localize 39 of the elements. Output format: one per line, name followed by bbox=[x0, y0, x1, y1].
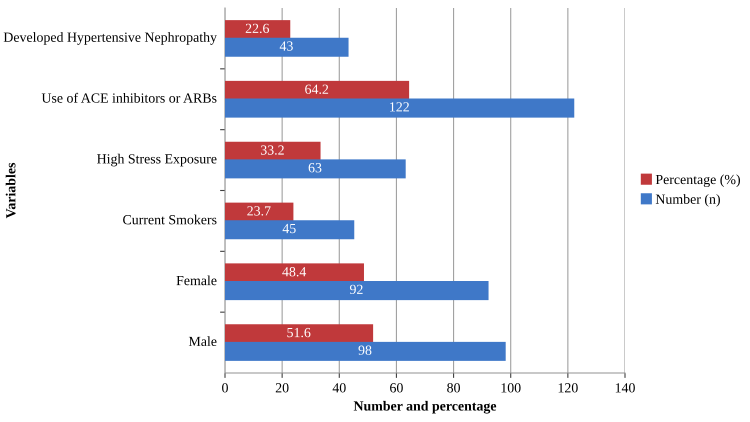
y-tick-label: Male bbox=[188, 336, 217, 346]
x-tick-label: 60 bbox=[390, 383, 403, 392]
bar bbox=[225, 142, 321, 161]
y-tick-label: Current Smokers bbox=[123, 214, 216, 224]
y-axis-title: Variables bbox=[6, 162, 16, 218]
y-tick-label: High Stress Exposure bbox=[97, 154, 217, 166]
x-axis-title: Number and percentage bbox=[354, 400, 496, 414]
y-tick-label: Developed Hypertensive Nephropathy bbox=[4, 32, 217, 45]
data-label: 45 bbox=[282, 224, 296, 234]
bar bbox=[225, 159, 406, 178]
data-label: 92 bbox=[350, 284, 363, 294]
bar bbox=[225, 342, 506, 361]
bar bbox=[225, 38, 349, 57]
x-tick-label: 140 bbox=[616, 383, 635, 392]
bar bbox=[225, 80, 410, 100]
data-label: 22.6 bbox=[246, 24, 270, 34]
legend-label: Percentage (%) bbox=[656, 174, 740, 188]
data-label: 64.2 bbox=[305, 84, 328, 94]
data-label: 33.2 bbox=[260, 145, 284, 155]
bar bbox=[225, 281, 489, 300]
data-label: 43 bbox=[280, 41, 293, 51]
data-label: 23.7 bbox=[247, 206, 271, 216]
data-label: 98 bbox=[358, 346, 372, 355]
data-label: 122 bbox=[390, 102, 409, 112]
y-tick-label: Use of ACE inhibitors or ARBs bbox=[42, 92, 216, 103]
x-tick-label: 0 bbox=[222, 383, 228, 392]
data-label: 63 bbox=[308, 163, 322, 172]
y-tick-label: Female bbox=[176, 275, 217, 286]
bar bbox=[225, 324, 374, 344]
x-tick-label: 120 bbox=[558, 383, 578, 392]
x-tick-label: 40 bbox=[332, 383, 346, 392]
bar bbox=[225, 220, 354, 240]
data-label: 48.4 bbox=[282, 267, 306, 276]
x-tick-label: 20 bbox=[276, 383, 289, 392]
x-tick-label: 100 bbox=[502, 383, 521, 392]
data-label: 51.6 bbox=[287, 328, 310, 338]
legend-label: Number (n) bbox=[656, 194, 720, 207]
bar bbox=[225, 98, 574, 118]
x-tick-label: 80 bbox=[447, 383, 460, 392]
